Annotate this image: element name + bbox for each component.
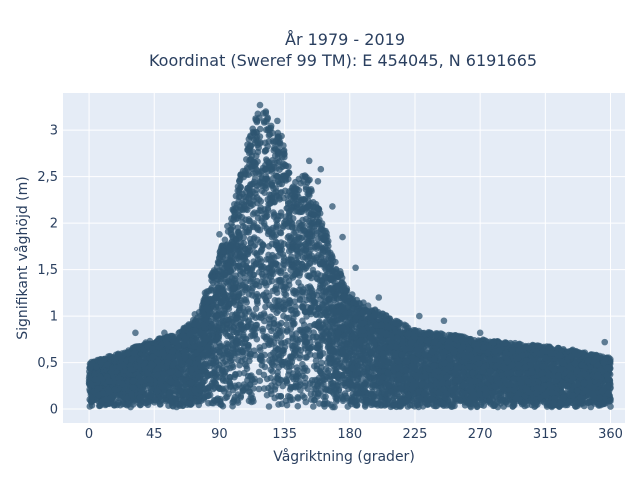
data-point	[275, 401, 282, 408]
data-point	[265, 403, 273, 410]
data-point	[263, 289, 270, 296]
data-point	[292, 229, 299, 236]
data-point	[256, 377, 264, 385]
data-point	[236, 361, 243, 369]
data-point	[491, 402, 498, 410]
data-point	[607, 403, 614, 410]
data-point	[252, 305, 260, 313]
data-point	[291, 298, 299, 306]
data-points	[85, 101, 614, 411]
data-point	[310, 403, 317, 410]
data-point	[267, 351, 274, 359]
data-point	[344, 403, 352, 410]
data-point	[295, 219, 303, 227]
chart-title: År 1979 - 2019	[285, 30, 405, 49]
data-point	[260, 371, 268, 379]
data-point	[318, 359, 325, 367]
data-point	[261, 385, 268, 392]
data-point	[239, 219, 246, 226]
data-point	[286, 393, 294, 401]
data-point	[255, 368, 263, 376]
data-point	[262, 147, 269, 154]
data-point	[157, 400, 164, 408]
chart-subtitle: Koordinat (Sweref 99 TM): E 454045, N 61…	[149, 51, 537, 70]
